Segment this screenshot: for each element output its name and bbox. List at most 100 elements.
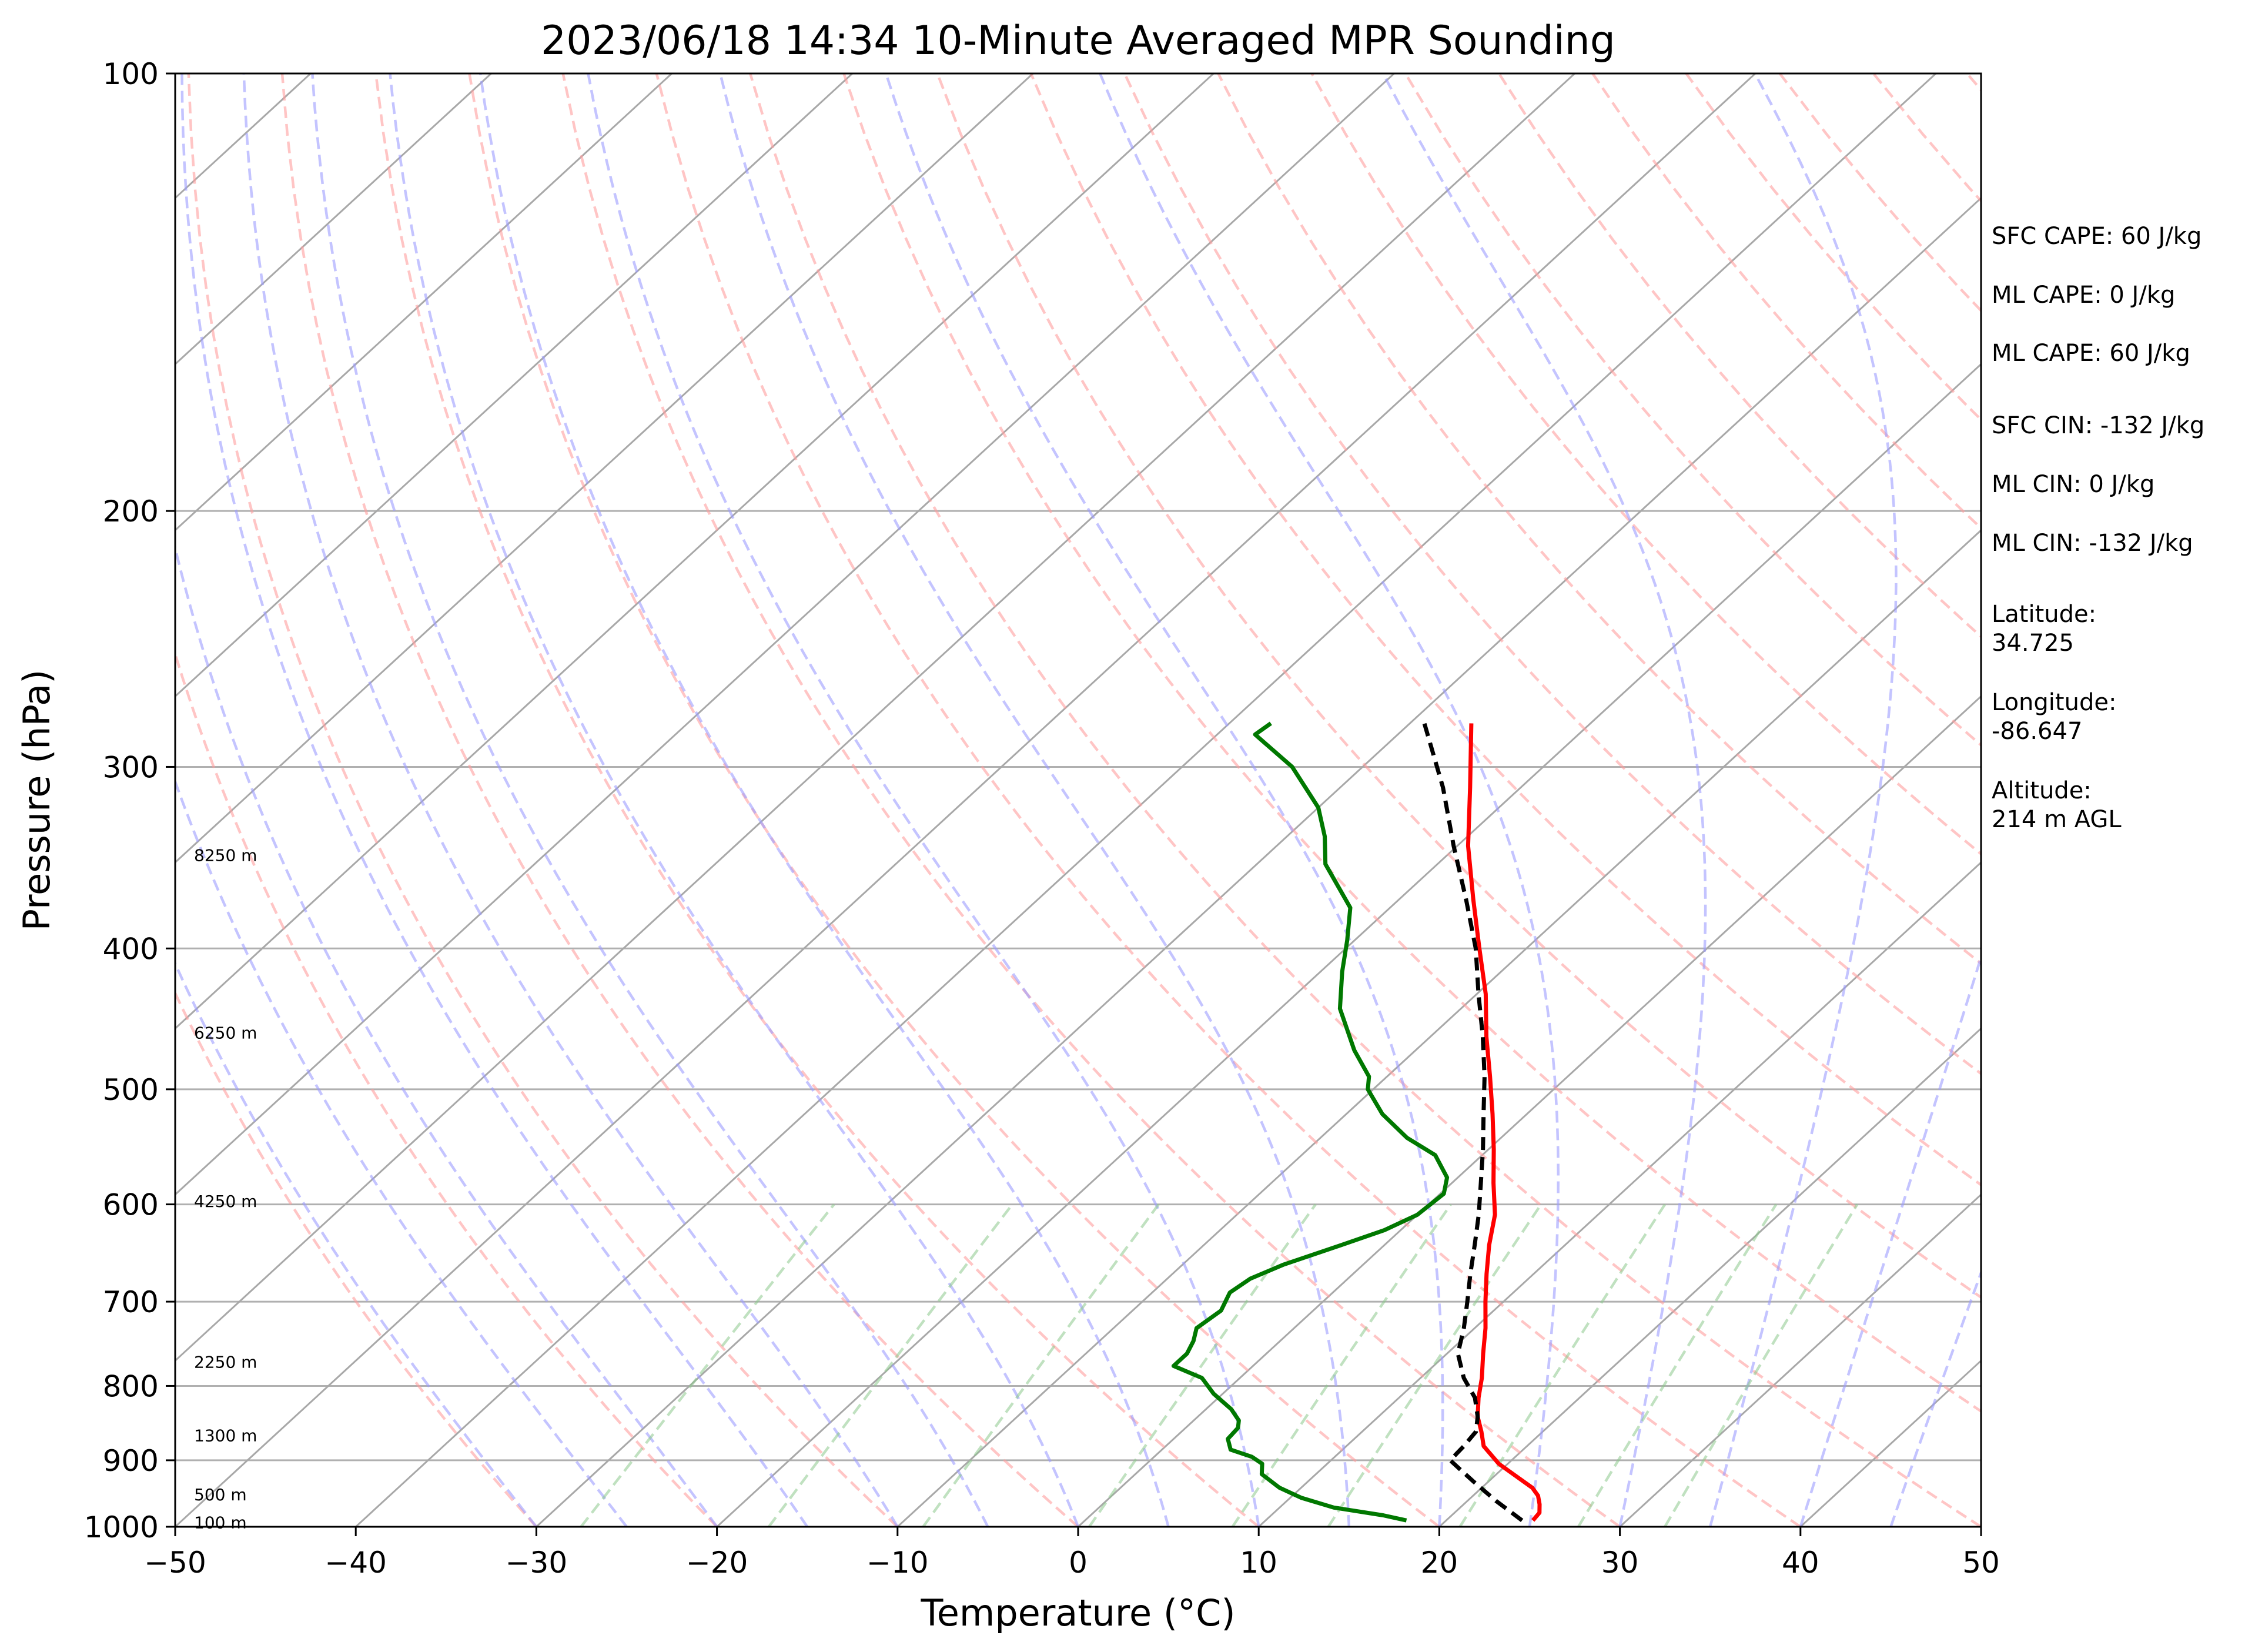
- location-panel: Latitude: 34.725 Longitude: -86.647 Alti…: [1992, 601, 2122, 833]
- ml-cin-text: ML CIN: 0 J/kg: [1992, 471, 2154, 498]
- y-axis-label: Pressure (hPa): [15, 670, 58, 931]
- y-tick-label: 500: [103, 1073, 159, 1107]
- sfc-cin-text: SFC CIN: -132 J/kg: [1992, 412, 2204, 439]
- isotherm-line: [716, 363, 1981, 1527]
- dry-adiabat-line: [468, 73, 1440, 1527]
- background-grid: [175, 73, 1981, 1527]
- x-axis-label: Temperature (°C): [920, 1591, 1235, 1634]
- dry-adiabat-line: [1029, 73, 1981, 1187]
- mixing-ratio-line: [1231, 1203, 1452, 1527]
- moist-adiabat-line: [175, 543, 718, 1527]
- sfc-cape-text: SFC CAPE: 60 J/kg: [1992, 223, 2201, 250]
- altitude-label: Altitude:: [1992, 777, 2092, 804]
- mixing-ratio-line: [767, 1203, 1013, 1527]
- x-tick-label: 30: [1601, 1546, 1639, 1580]
- dry-adiabat-line: [655, 73, 1802, 1527]
- isotherm-line: [1438, 1027, 1981, 1527]
- moist-adiabat-line: [1381, 73, 1707, 1527]
- mixing-ratio-line: [1664, 1203, 1859, 1527]
- x-tick-label: −40: [324, 1546, 387, 1580]
- mixing-ratio-line: [922, 1203, 1160, 1527]
- sounding-series-line: [1171, 721, 1450, 1523]
- x-tick-label: 10: [1240, 1546, 1277, 1580]
- isotherm-line: [175, 73, 1756, 1527]
- dry-adiabat-line: [175, 990, 538, 1527]
- indices-panel: SFC CAPE: 60 J/kg ML CAPE: 0 J/kg ML CAP…: [1992, 223, 2204, 557]
- mixing-ratio-line: [1577, 1203, 1778, 1527]
- moist-adiabat-line: [389, 73, 1080, 1527]
- dry-adiabat-line: [749, 73, 1981, 1527]
- mixing-ratio-line: [580, 1203, 835, 1527]
- isotherm-line: [175, 73, 1034, 864]
- x-tick-label: −30: [506, 1546, 568, 1580]
- moist-adiabat-line: [587, 73, 1260, 1527]
- dry-adiabat-line: [280, 73, 1079, 1527]
- ml-cape-text: ML CAPE: 0 J/kg: [1992, 282, 2175, 309]
- isotherm-line: [355, 73, 1937, 1527]
- moist-adiabat-line: [175, 960, 538, 1527]
- height-annotation: 2250 m: [194, 1352, 257, 1372]
- ml-cin-text: ML CIN: -132 J/kg: [1992, 530, 2193, 557]
- altitude-value: 214 m AGL: [1992, 806, 2122, 833]
- x-tick-label: −10: [866, 1546, 929, 1580]
- isotherm-line: [1619, 1193, 1981, 1527]
- axis-ticks: −50 −40 −30 −20 −10 0 10 20 30 40 50 100 200 300 400 50…: [84, 57, 2000, 1580]
- dry-adiabat-line: [842, 73, 1981, 1413]
- x-tick-label: −20: [686, 1546, 748, 1580]
- sounding-series-line: [1422, 723, 1524, 1522]
- isotherm-line: [175, 73, 492, 366]
- series-group: [1171, 721, 1542, 1523]
- x-tick-label: 0: [1069, 1546, 1088, 1580]
- mixing-ratio-line: [1088, 1203, 1317, 1527]
- moist-adiabat-line: [479, 73, 1170, 1527]
- height-annotation: 500 m: [194, 1485, 247, 1504]
- longitude-value: -86.647: [1992, 718, 2082, 745]
- dry-adiabat-line: [936, 73, 1981, 1299]
- isotherm-line: [536, 196, 1981, 1527]
- moist-adiabat-line: [1799, 952, 1981, 1527]
- longitude-label: Longitude:: [1992, 689, 2116, 716]
- moist-adiabat-line: [1099, 73, 1560, 1527]
- chart-title: 2023/06/18 14:34 10-Minute Averaged MPR …: [541, 18, 1615, 64]
- dry-adiabat-line: [175, 650, 718, 1527]
- y-tick-label: 1000: [84, 1510, 159, 1544]
- isotherm-line: [175, 73, 854, 698]
- moist-adiabat-line: [242, 73, 899, 1527]
- moist-adiabat-line: [311, 73, 989, 1527]
- y-tick-label: 700: [103, 1285, 159, 1319]
- height-annotation: 4250 m: [194, 1192, 257, 1211]
- moist-adiabat-line: [1889, 1269, 1981, 1527]
- y-tick-label: 400: [103, 932, 159, 966]
- x-tick-label: 40: [1782, 1546, 1819, 1580]
- mixing-ratio-line: [1458, 1203, 1667, 1527]
- y-tick-label: 100: [103, 57, 159, 91]
- moist-adiabat-line: [180, 73, 809, 1527]
- isotherm-line: [175, 73, 1395, 1196]
- moist-adiabat-line: [1709, 73, 1898, 1527]
- x-tick-label: 20: [1421, 1546, 1458, 1580]
- y-tick-label: 900: [103, 1444, 159, 1478]
- height-annotation: 8250 m: [194, 845, 257, 865]
- height-annotation: 6250 m: [194, 1023, 257, 1042]
- dry-adiabat-line: [187, 73, 899, 1527]
- latitude-value: 34.725: [1992, 630, 2074, 657]
- isotherm-line: [175, 73, 1214, 1030]
- x-tick-label: 50: [1962, 1546, 2000, 1580]
- latitude-label: Latitude:: [1992, 601, 2096, 628]
- ml-cape-text: ML CAPE: 60 J/kg: [1992, 340, 2190, 367]
- moist-adiabat-line: [885, 73, 1444, 1527]
- height-labels: 100 m 500 m 1300 m 2250 m 4250 m 6250 m 8250 m: [194, 845, 257, 1532]
- height-annotation: 1300 m: [194, 1426, 257, 1445]
- dry-adiabat-line: [1123, 73, 1981, 1076]
- height-annotation: 100 m: [194, 1513, 247, 1532]
- mixing-ratio-line: [1327, 1203, 1543, 1527]
- y-tick-label: 300: [103, 750, 159, 784]
- y-tick-label: 600: [103, 1188, 159, 1222]
- isotherm-line: [1258, 861, 1981, 1527]
- isotherm-line: [175, 73, 1575, 1362]
- isotherm-line: [896, 529, 1981, 1527]
- moist-adiabat-line: [175, 778, 628, 1527]
- x-tick-label: −50: [144, 1546, 206, 1580]
- isotherm-line: [1077, 695, 1981, 1527]
